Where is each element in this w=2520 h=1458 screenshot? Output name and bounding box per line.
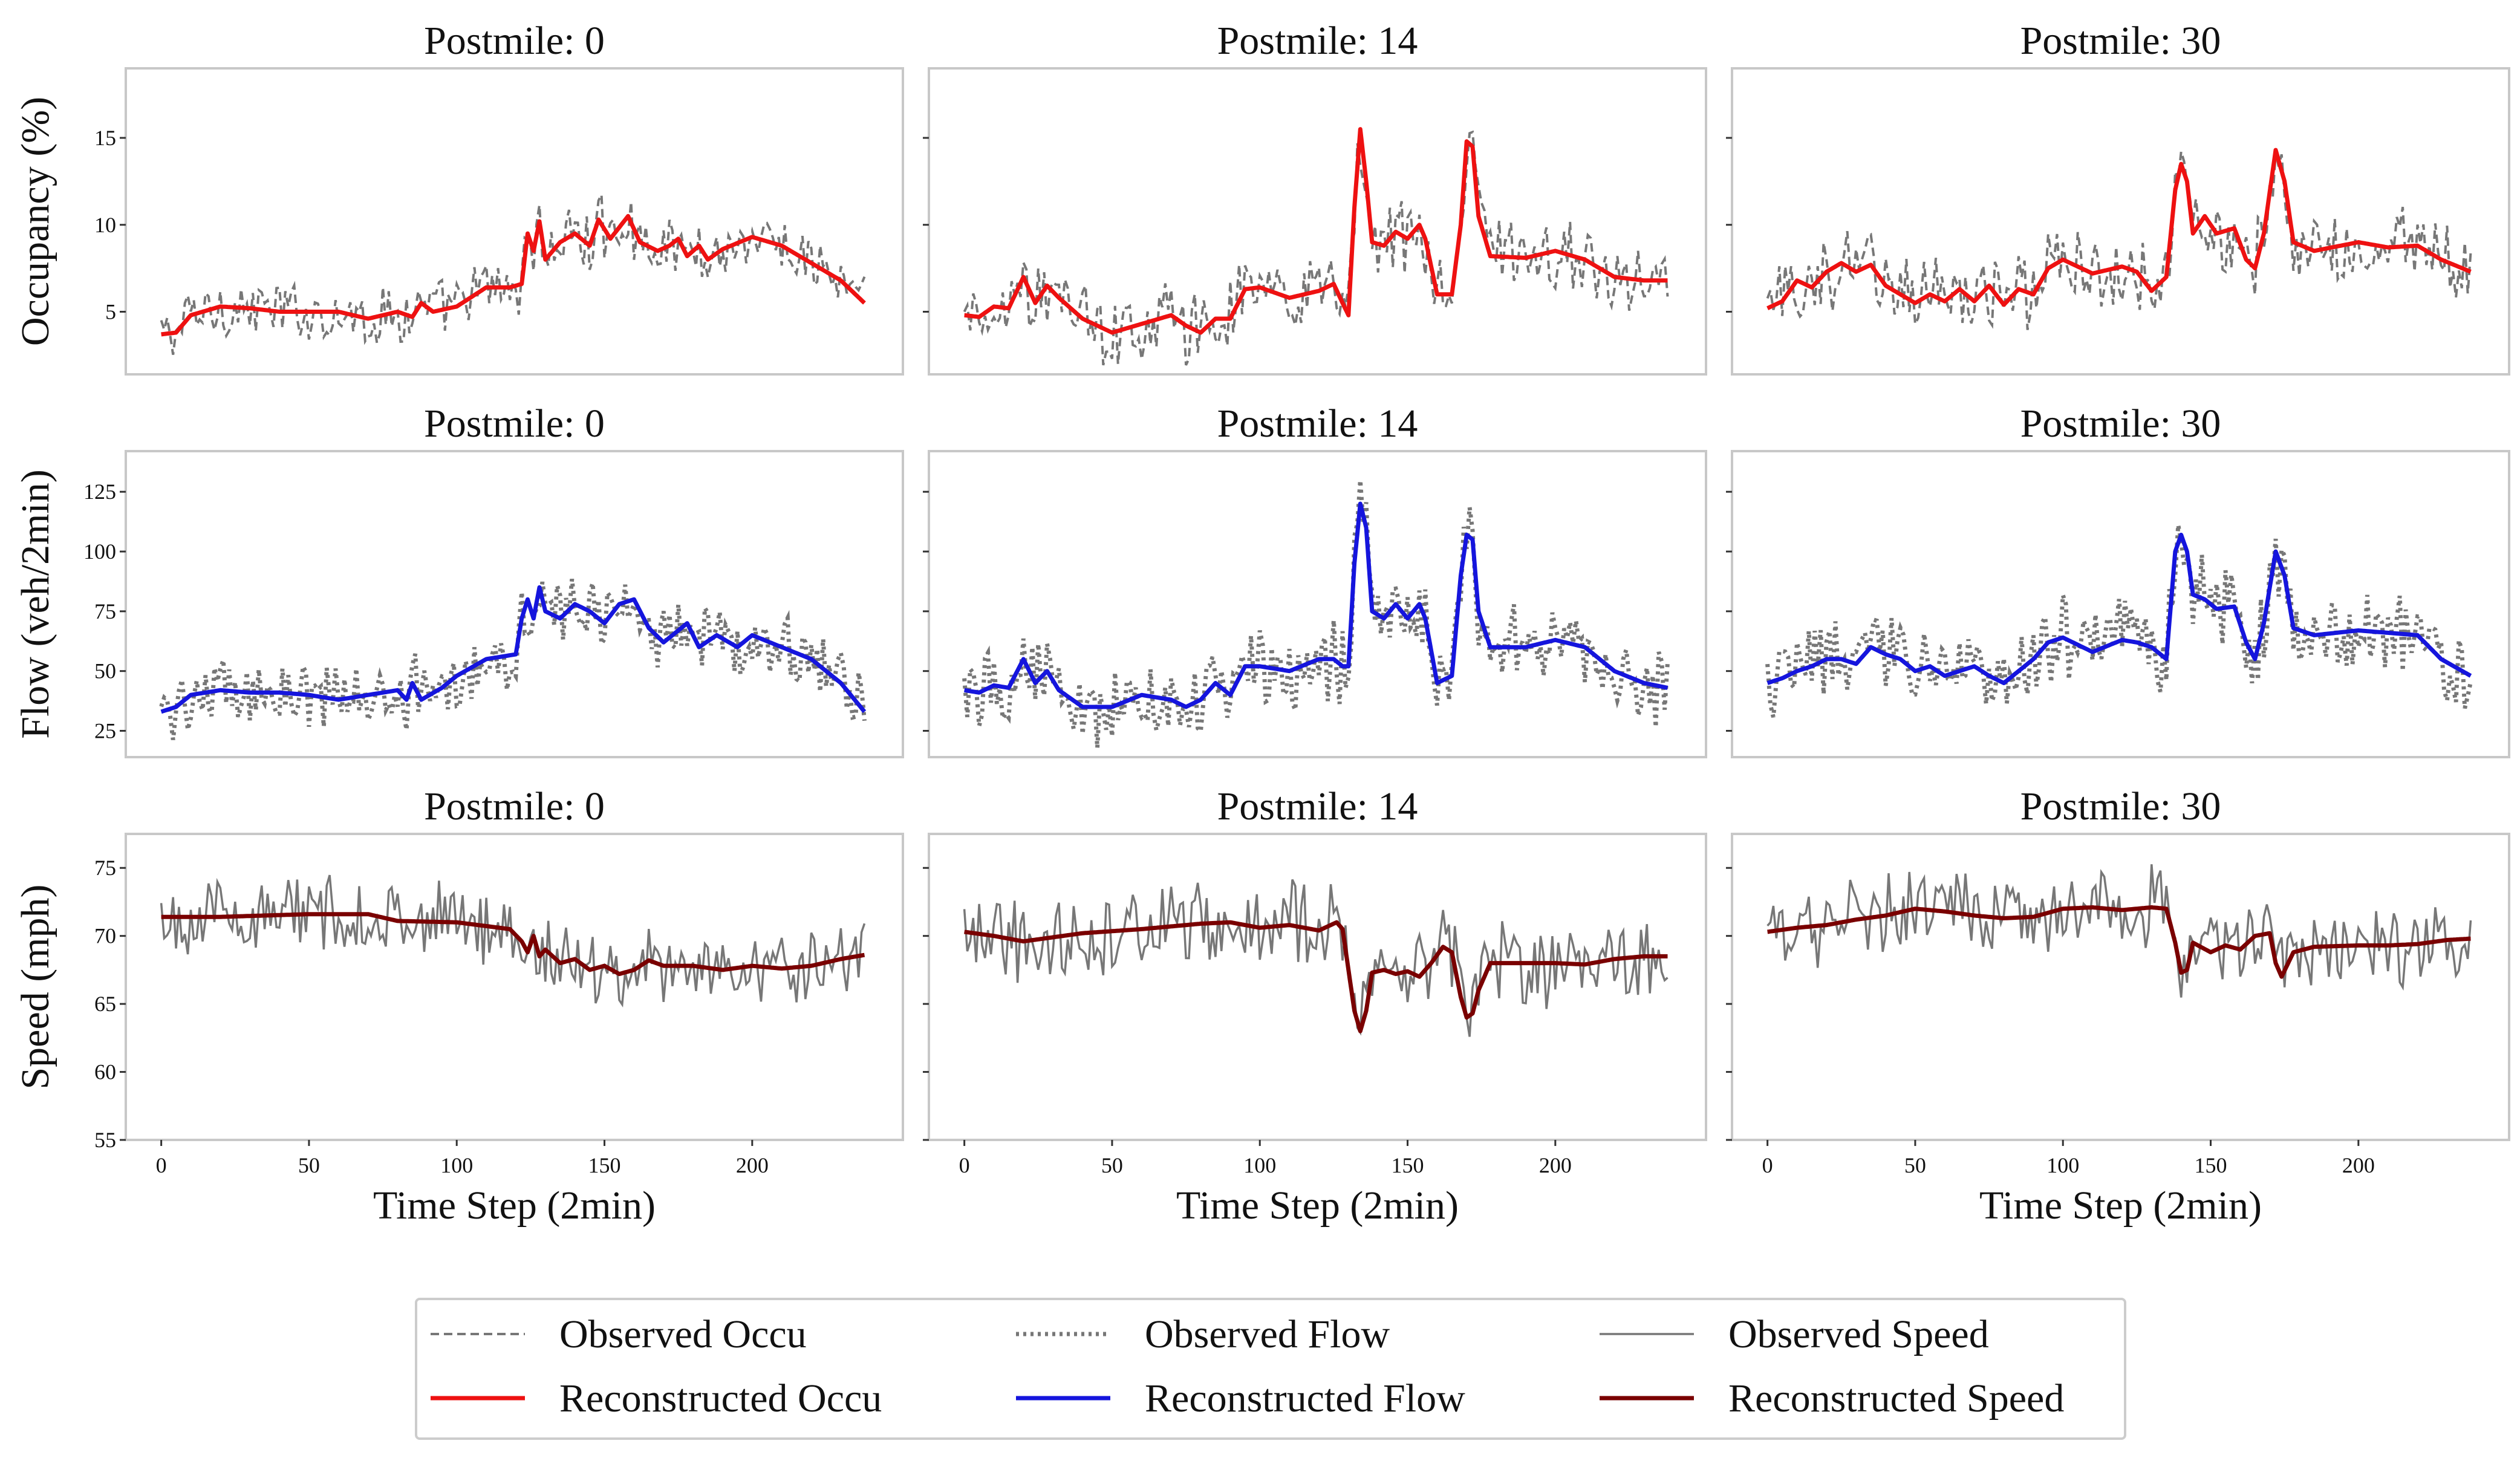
legend-label: Observed Flow xyxy=(1145,1312,1390,1356)
y-tick-label: 125 xyxy=(83,480,116,504)
reconstructed-series-line xyxy=(160,912,865,977)
y-tick-label: 15 xyxy=(94,126,116,150)
panel-title: Postmile: 30 xyxy=(2020,784,2221,828)
x-tick-label: 50 xyxy=(1101,1153,1123,1177)
panel-speed-1: Postmile: 14 0 50 100 150 200 Time Step (2min) xyxy=(923,784,1707,1228)
x-tick-label: 0 xyxy=(156,1153,167,1177)
y-tick-label: 75 xyxy=(94,856,116,880)
x-tick-label: 150 xyxy=(2195,1153,2227,1177)
panel-occ-2: Postmile: 30 xyxy=(1726,19,2510,376)
panel-title: Postmile: 0 xyxy=(424,402,605,446)
panel-title: Postmile: 0 xyxy=(424,784,605,828)
panel-flow-1: Postmile: 14 xyxy=(923,402,1707,758)
plot-frame xyxy=(125,833,904,1141)
y-axis-label-flow: Flow (veh/2min) xyxy=(13,469,57,738)
plot-frame xyxy=(928,833,1707,1141)
reconstructed-series-line xyxy=(963,127,1669,335)
panel-title: Postmile: 30 xyxy=(2020,402,2221,446)
observed-series-line xyxy=(1765,524,2473,718)
x-tick-label: 0 xyxy=(959,1153,970,1177)
x-tick-label: 150 xyxy=(588,1153,621,1177)
observed-series-line xyxy=(159,579,867,740)
observed-series-line xyxy=(160,874,866,1007)
reconstructed-series-line xyxy=(1766,148,2472,310)
x-tick-label: 100 xyxy=(440,1153,473,1177)
y-tick-label: 65 xyxy=(94,992,116,1016)
plot-frame xyxy=(1731,67,2510,376)
plot-frame xyxy=(928,450,1707,758)
x-tick-label: 0 xyxy=(1762,1153,1773,1177)
panel-speed-2: Postmile: 30 0 50 100 150 200 Time Step (2min) xyxy=(1726,784,2510,1228)
observed-series-line xyxy=(1766,151,2472,330)
reconstructed-series-line xyxy=(1766,532,2472,685)
y-tick-label: 55 xyxy=(94,1128,116,1152)
x-tick-label: 200 xyxy=(2342,1153,2375,1177)
x-tick-label: 100 xyxy=(1243,1153,1276,1177)
observed-series-line xyxy=(963,130,1669,366)
y-tick-label: 100 xyxy=(83,539,116,564)
y-tick-label: 60 xyxy=(94,1060,116,1084)
legend: Observed Occu Reconstructed Occu Observed … xyxy=(415,1298,2126,1440)
observed-series-line xyxy=(160,190,866,355)
y-axis-label-occ: Occupancy (%) xyxy=(13,97,57,346)
legend-label: Reconstructed Occu xyxy=(559,1376,882,1421)
panel-occ-0: Postmile: 0 5 10 15 xyxy=(94,19,904,376)
y-tick-label: 70 xyxy=(94,924,116,948)
x-tick-label: 150 xyxy=(1392,1153,1424,1177)
x-tick-label: 50 xyxy=(1904,1153,1926,1177)
y-tick-label: 5 xyxy=(105,300,116,324)
reconstructed-series-line xyxy=(160,213,866,337)
panel-title: Postmile: 14 xyxy=(1217,19,1418,63)
panel-title: Postmile: 0 xyxy=(424,19,605,63)
observed-series-line xyxy=(962,480,1670,748)
y-axis-label-speed: Speed (mph) xyxy=(13,884,57,1089)
observed-series-line xyxy=(963,879,1669,1037)
reconstructed-series-line xyxy=(963,501,1669,709)
plot-frame xyxy=(928,67,1707,376)
x-axis-label: Time Step (2min) xyxy=(373,1183,656,1228)
observed-series-line xyxy=(1766,864,2472,998)
reconstructed-series-line xyxy=(160,585,867,714)
legend-frame xyxy=(415,1298,2126,1440)
reconstructed-series-line xyxy=(963,920,1669,1033)
plot-frame xyxy=(1731,833,2510,1141)
panel-title: Postmile: 14 xyxy=(1217,784,1418,828)
panel-title: Postmile: 14 xyxy=(1217,402,1418,446)
x-tick-label: 200 xyxy=(1539,1153,1572,1177)
reconstructed-series-line xyxy=(1766,905,2472,979)
x-axis-label: Time Step (2min) xyxy=(1979,1183,2262,1228)
panel-occ-1: Postmile: 14 xyxy=(923,19,1707,376)
plot-frame xyxy=(125,450,904,758)
y-tick-label: 50 xyxy=(94,659,116,683)
y-tick-label: 75 xyxy=(94,599,116,623)
panel-speed-0: Postmile: 0 55 60 65 70 75 0 50 100 150 200 Time St… xyxy=(94,784,904,1228)
legend-label: Observed Occu xyxy=(559,1312,807,1356)
y-tick-label: 25 xyxy=(94,719,116,743)
plot-frame xyxy=(125,67,904,376)
x-tick-label: 100 xyxy=(2046,1153,2079,1177)
legend-label: Observed Speed xyxy=(1728,1312,1989,1356)
x-axis-label: Time Step (2min) xyxy=(1176,1183,1459,1228)
legend-label: Reconstructed Flow xyxy=(1145,1376,1465,1421)
panel-flow-0: Postmile: 0 25 50 75 100 125 xyxy=(83,402,904,758)
legend-label: Reconstructed Speed xyxy=(1728,1376,2064,1421)
panel-title: Postmile: 30 xyxy=(2020,19,2221,63)
y-tick-label: 10 xyxy=(94,213,116,237)
panel-flow-2: Postmile: 30 xyxy=(1726,402,2510,758)
x-tick-label: 200 xyxy=(736,1153,769,1177)
x-tick-label: 50 xyxy=(298,1153,320,1177)
